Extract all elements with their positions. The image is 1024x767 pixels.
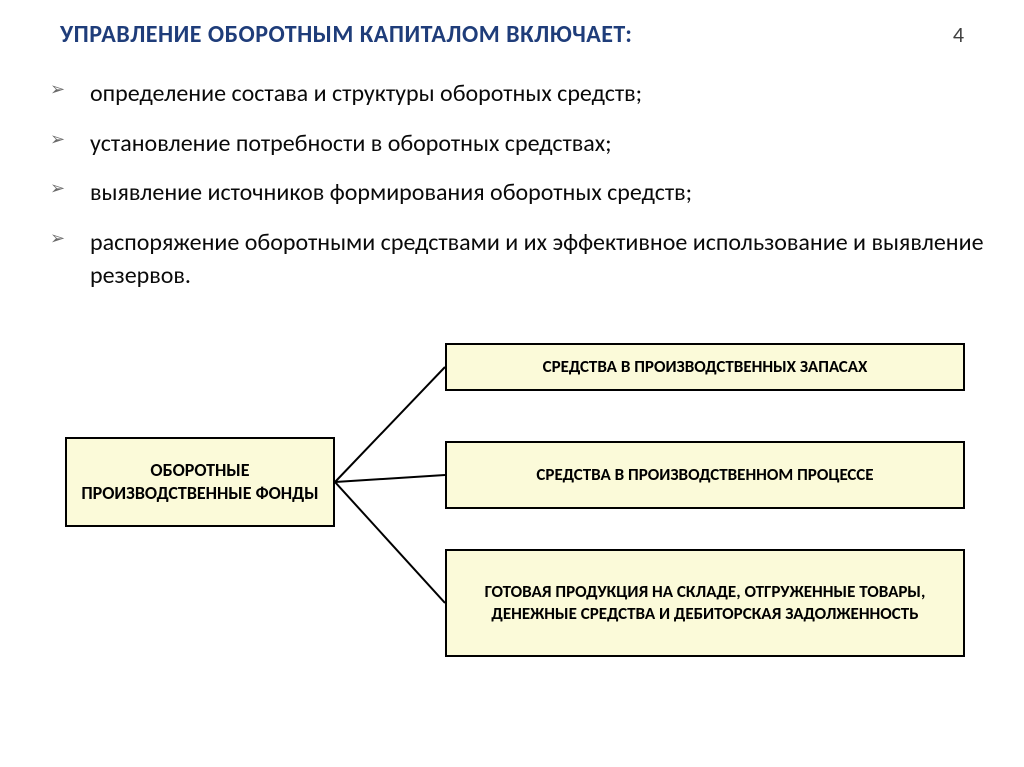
chevron-right-icon: ➢ [40, 77, 90, 102]
connector-lines [335, 333, 445, 693]
node-label: СРЕДСТВА В ПРОИЗВОДСТВЕННЫХ ЗАПАСАХ [543, 356, 868, 378]
chevron-right-icon: ➢ [40, 176, 90, 201]
page-title: УПРАВЛЕНИЕ ОБОРОТНЫМ КАПИТАЛОМ ВКЛЮЧАЕТ: [60, 20, 632, 49]
page-number: 4 [953, 21, 964, 48]
list-item: ➢ распоряжение оборотными средствами и и… [40, 226, 984, 293]
list-item: ➢ выявление источников формирования обор… [40, 176, 984, 210]
bullet-text: выявление источников формирования оборот… [90, 176, 692, 210]
node-label: ГОТОВАЯ ПРОДУКЦИЯ НА СКЛАДЕ, ОТГРУЖЕННЫЕ… [461, 581, 949, 625]
bullet-text: установление потребности в оборотных сре… [90, 127, 612, 161]
child-node: СРЕДСТВА В ПРОИЗВОДСТВЕННОМ ПРОЦЕССЕ [445, 441, 965, 509]
bullet-text: определение состава и структуры оборотны… [90, 77, 642, 111]
tree-diagram: ОБОРОТНЫЕ ПРОИЗВОДСТВЕННЫЕ ФОНДЫ СРЕДСТВ… [30, 333, 994, 693]
child-node: ГОТОВАЯ ПРОДУКЦИЯ НА СКЛАДЕ, ОТГРУЖЕННЫЕ… [445, 549, 965, 657]
root-node: ОБОРОТНЫЕ ПРОИЗВОДСТВЕННЫЕ ФОНДЫ [65, 437, 335, 527]
bullet-text: распоряжение оборотными средствами и их … [90, 226, 984, 293]
list-item: ➢ установление потребности в оборотных с… [40, 127, 984, 161]
chevron-right-icon: ➢ [40, 226, 90, 251]
header: УПРАВЛЕНИЕ ОБОРОТНЫМ КАПИТАЛОМ ВКЛЮЧАЕТ:… [30, 20, 994, 49]
node-label: ОБОРОТНЫЕ ПРОИЗВОДСТВЕННЫЕ ФОНДЫ [81, 459, 319, 506]
bullet-list: ➢ определение состава и структуры оборот… [30, 77, 994, 293]
chevron-right-icon: ➢ [40, 127, 90, 152]
node-label: СРЕДСТВА В ПРОИЗВОДСТВЕННОМ ПРОЦЕССЕ [536, 464, 873, 486]
child-node: СРЕДСТВА В ПРОИЗВОДСТВЕННЫХ ЗАПАСАХ [445, 343, 965, 391]
list-item: ➢ определение состава и структуры оборот… [40, 77, 984, 111]
